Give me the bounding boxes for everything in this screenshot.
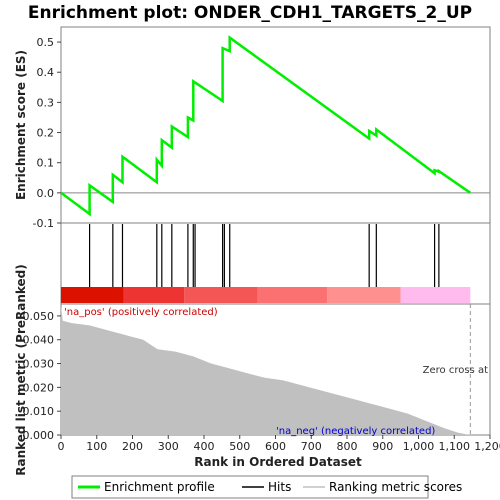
es-ytick-label: 0.3	[37, 96, 55, 109]
hit-lines	[88, 224, 440, 287]
rank-colorbar	[61, 287, 471, 303]
neg-correlated-label: 'na_neg' (negatively correlated)	[276, 426, 435, 437]
ranking-metric-area	[61, 306, 471, 435]
es-y-axis-ticks: -0.1 0.0 0.1 0.2 0.3 0.4 0.5	[33, 36, 61, 230]
colorbar-segment	[61, 287, 124, 303]
enrichment-profile-line	[60, 35, 472, 217]
x-axis-label: Rank in Ordered Dataset	[194, 455, 362, 469]
xtick-label: 700	[301, 440, 322, 453]
colorbar-segment	[257, 287, 328, 303]
pos-correlated-label: 'na_pos' (positively correlated)	[64, 307, 218, 318]
es-y-axis-label: Enrichment score (ES)	[14, 50, 28, 200]
legend-enrichment-label: Enrichment profile	[104, 480, 215, 494]
es-ytick-label: 0.0	[37, 187, 55, 200]
ranked-ytick-label: 0.020	[23, 381, 55, 394]
ranked-y-axis-label: Ranked list metric (PreRanked)	[14, 264, 28, 476]
colorbar-segment	[400, 287, 471, 303]
xtick-label: 600	[265, 440, 286, 453]
colorbar-segment	[123, 287, 185, 303]
ranked-ytick-label: 0.050	[23, 310, 55, 323]
xtick-label: 800	[337, 440, 358, 453]
es-ytick-label: 0.4	[37, 66, 55, 79]
xtick-label: 1,200	[474, 440, 500, 453]
xtick-label: 0	[58, 440, 65, 453]
xtick-label: 500	[229, 440, 250, 453]
colorbar-segment	[327, 287, 401, 303]
es-ytick-label: -0.1	[33, 217, 54, 230]
es-panel-frame	[60, 26, 491, 224]
es-ytick-label: 0.5	[37, 36, 55, 49]
ranked-ytick-label: 0.010	[23, 405, 55, 418]
xtick-label: 100	[86, 440, 107, 453]
enrichment-profile-series	[60, 35, 472, 217]
colorbar-segment	[184, 287, 258, 303]
xtick-label: 1,000	[403, 440, 435, 453]
chart-title: Enrichment plot: ONDER_CDH1_TARGETS_2_UP	[28, 3, 472, 23]
ranked-y-axis-ticks: 0.000 0.010 0.020 0.030 0.040 0.050	[23, 310, 61, 442]
ranked-ytick-label: 0.000	[23, 429, 55, 442]
ranked-ytick-label: 0.030	[23, 358, 55, 371]
x-axis-ticks: 0 100 200 300 400 500 600 700 800 900 1,000 1,100 1,…	[58, 435, 500, 453]
xtick-label: 200	[122, 440, 143, 453]
es-ytick-label: 0.2	[37, 127, 55, 140]
xtick-label: 1,100	[439, 440, 471, 453]
legend-ranking-label: Ranking metric scores	[329, 480, 462, 494]
ranked-ytick-label: 0.040	[23, 334, 55, 347]
ranking-metric-series	[61, 306, 471, 435]
xtick-label: 900	[372, 440, 393, 453]
xtick-label: 400	[194, 440, 215, 453]
xtick-label: 300	[158, 440, 179, 453]
zero-cross-label: Zero cross at	[423, 365, 488, 376]
es-ytick-label: 0.1	[37, 157, 55, 170]
legend-hits-label: Hits	[268, 480, 291, 494]
